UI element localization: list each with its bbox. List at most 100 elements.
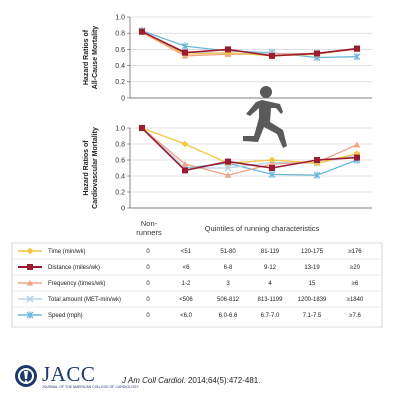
frequency-point-legend (26, 279, 34, 286)
speed-point-legend (26, 311, 34, 319)
y-axis-label: Cardiovascular Mortality (92, 127, 99, 209)
citation-journal: J Am Coll Cardiol. (122, 376, 186, 385)
legend-cell: <6.0 (180, 313, 193, 319)
legend-cell: 0 (146, 249, 150, 255)
frequency-point-1 (181, 160, 189, 167)
distance-point-2 (225, 46, 231, 53)
legend-label: Frequency (times/wk) (48, 281, 105, 287)
legend-cell: 51-80 (220, 249, 236, 255)
distance-point-0 (139, 28, 145, 35)
speed-series-line (141, 127, 358, 176)
legend-cell: 4 (268, 281, 272, 287)
legend-cell: 6.0-6.6 (219, 313, 238, 319)
legend-cell: 7.1-7.5 (303, 313, 322, 319)
legend-cell: 15 (309, 281, 316, 287)
legend-cell: 0 (146, 313, 150, 319)
distance-point-legend (27, 264, 33, 270)
legend-cell: 6.7-7.0 (261, 313, 280, 319)
runner-icon (243, 86, 287, 148)
frequency-point-2 (224, 172, 232, 178)
legend-cell: ≥7.6 (349, 313, 361, 319)
distance-point-4 (314, 50, 320, 57)
legend-row-distance: Distance (miles/wk) 0 <6 6-8 9-12 13-19 ≥20 (18, 264, 361, 271)
speed-point-1 (181, 42, 189, 50)
legend-cell: 3 (226, 281, 230, 287)
distance-point-4 (314, 157, 320, 163)
distance-series-line (141, 127, 358, 172)
legend-cell: 9-12 (264, 265, 277, 271)
total-point-2 (224, 164, 232, 172)
legend-row-time: Time (min/wk) 0 <51 51-80 81-119 120-175 ≥176 (18, 247, 362, 255)
speed-point-4 (313, 171, 321, 179)
legend-cell: 506-812 (217, 297, 240, 303)
legend-cell: ≥1840 (347, 297, 364, 303)
cardiovascular-mortality-chart: 0 0.2 0.4 0.6 0.8 1.0 Hazard Ratios of Cardiova… (83, 124, 372, 212)
legend-table: Time (min/wk) 0 <51 51-80 81-119 120-175 ≥176 D… (11, 242, 383, 328)
speed-point-5 (353, 53, 361, 61)
all-cause-mortality-chart: 0 0.2 0.4 0.6 0.8 1.0 Hazard Ratios of All-Caus… (83, 14, 372, 102)
legend-cell: 13-19 (304, 265, 320, 271)
legend-row-frequency: Frequency (times/wk) 0 1-2 3 4 15 ≥6 (18, 279, 359, 287)
legend-row-speed: Speed (mph) 0 <6.0 6.0-6.6 6.7-7.0 7.1-7.5 ≥7.… (18, 311, 361, 319)
legend-cell: 1-2 (182, 281, 191, 287)
citation: J Am Coll Cardiol. 2014;64(5):472-481. (122, 376, 260, 385)
y-tick-label: 0.2 (115, 189, 125, 196)
y-tick-label: 0 (121, 205, 125, 212)
distance-point-1 (182, 49, 188, 56)
distance-series-line (141, 30, 358, 57)
distance-point-0 (139, 125, 145, 131)
time-point-4 (313, 159, 321, 167)
legend-cell: 0 (146, 297, 150, 303)
jacc-seal-icon (15, 365, 37, 387)
legend-label: Time (min/wk) (48, 249, 85, 255)
legend-label: Speed (mph) (48, 313, 83, 319)
y-tick-label: 0.6 (115, 157, 125, 164)
total-point-legend (26, 295, 34, 303)
footer: JACC JOURNAL OF THE AMERICAN COLLEGE OF … (0, 352, 400, 400)
y-axis-label: All-Cause Mortality (92, 26, 99, 90)
legend-cell: 813-1199 (258, 297, 284, 303)
y-axis-label: Hazard Ratios of (83, 140, 90, 196)
speed-series-line (141, 30, 358, 59)
y-tick-label: 0.6 (115, 47, 125, 54)
distance-point-2 (225, 158, 231, 165)
legend-cell: ≥20 (350, 265, 361, 271)
time-point-3 (268, 156, 276, 164)
legend-cell: <506 (179, 297, 193, 303)
legend-cell: <6 (183, 265, 191, 271)
time-series-line (141, 127, 358, 164)
y-tick-label: 0.8 (115, 141, 125, 148)
journal-brand: JACC (42, 362, 96, 386)
legend-cell: 0 (146, 281, 150, 287)
legend-cell: 6-8 (224, 265, 233, 271)
legend-cell: <51 (181, 249, 192, 255)
y-tick-label: 0.8 (115, 31, 125, 38)
legend-label: Distance (miles/wk) (48, 265, 100, 271)
frequency-point-5 (353, 141, 361, 148)
journal-brand-subtitle: JOURNAL OF THE AMERICAN COLLEGE OF CARDI… (42, 385, 139, 389)
legend-cell: 1200-1839 (298, 297, 327, 303)
distance-point-5 (354, 154, 360, 161)
y-axis-label: Hazard Ratios of (83, 29, 90, 85)
legend-cell: ≥6 (352, 281, 359, 287)
distance-point-5 (354, 45, 360, 52)
y-tick-label: 1.0 (115, 125, 125, 132)
x-axis-label: Quintiles of running characteristics (205, 224, 320, 233)
time-point-legend (26, 247, 34, 255)
distance-point-3 (269, 165, 275, 171)
time-point-1 (181, 140, 189, 148)
speed-point-3 (268, 170, 276, 178)
y-tick-label: 0.4 (115, 63, 125, 70)
legend-cell: 120-175 (301, 249, 324, 255)
legend-cell: 0 (146, 265, 150, 271)
time-point-5 (353, 150, 361, 157)
legend-cell: ≥176 (348, 249, 362, 255)
y-tick-label: 0.4 (115, 173, 125, 180)
y-tick-label: 1.0 (115, 14, 125, 21)
legend-cell: 81-119 (261, 249, 280, 255)
x-label-nonrunners-line2: runners (136, 228, 162, 237)
x-label-nonrunners-line1: Non- (141, 219, 158, 228)
citation-details: 2014;64(5):472-481. (185, 376, 261, 385)
y-tick-label: 0 (121, 95, 125, 102)
